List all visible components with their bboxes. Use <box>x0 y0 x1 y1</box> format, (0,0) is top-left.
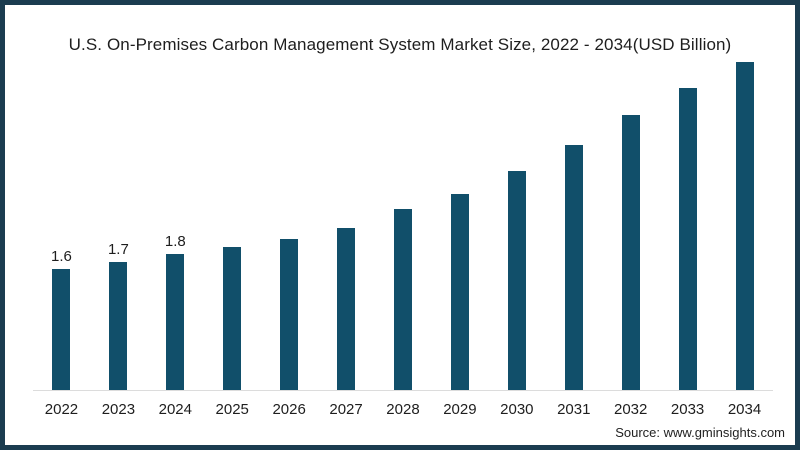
bar <box>735 62 754 390</box>
bar-group: 1.7 <box>90 43 147 390</box>
bar <box>450 194 469 390</box>
x-tick-label: 2027 <box>329 401 363 418</box>
bar <box>280 239 299 390</box>
bar-group <box>261 43 318 390</box>
bar <box>337 228 356 390</box>
bar <box>621 115 640 390</box>
x-tick-label: 2032 <box>613 401 648 418</box>
x-tick-label: 2022 <box>44 401 79 418</box>
x-tick-label: 2026 <box>272 401 306 418</box>
bar <box>507 171 526 390</box>
x-tick-label: 2024 <box>158 401 192 418</box>
bar-group <box>602 43 659 390</box>
bar-group <box>659 43 716 390</box>
bar-group: 1.8 <box>147 43 204 390</box>
x-tick-label: 2025 <box>215 401 249 418</box>
bar <box>564 145 583 390</box>
x-tick-label: 2034 <box>727 401 762 418</box>
bar-group <box>716 43 773 390</box>
bar-group: 1.6 <box>33 43 90 390</box>
bar <box>109 262 128 390</box>
bar-value-label: 1.8 <box>164 233 186 250</box>
bar <box>166 254 185 390</box>
x-tick-label: 2029 <box>443 401 477 418</box>
bar-value-label: 1.6 <box>51 248 72 265</box>
x-tick-label: 2033 <box>670 401 705 418</box>
source-note: Source: www.gminsights.com <box>615 425 785 440</box>
bar-group <box>431 43 488 390</box>
bar-group <box>204 43 261 390</box>
chart-title: U.S. On-Premises Carbon Management Syste… <box>68 35 732 54</box>
plot-area: 1.6 1.7 1.8 <box>33 43 773 391</box>
x-axis: 2022 2023 2024 2025 2026 2027 2028 2029 … <box>33 399 773 420</box>
bar-group <box>318 43 375 390</box>
bar <box>223 247 242 390</box>
x-tick-label: 2030 <box>500 401 534 418</box>
bar-group <box>545 43 602 390</box>
x-tick-label: 2023 <box>101 401 136 418</box>
bar-group <box>488 43 545 390</box>
bar-group <box>375 43 432 390</box>
bar-value-label: 1.7 <box>107 241 129 258</box>
bar <box>678 88 697 390</box>
x-tick-label: 2028 <box>386 401 420 418</box>
bar <box>52 269 71 390</box>
bar <box>393 209 412 390</box>
x-tick-label: 2031 <box>557 401 591 418</box>
